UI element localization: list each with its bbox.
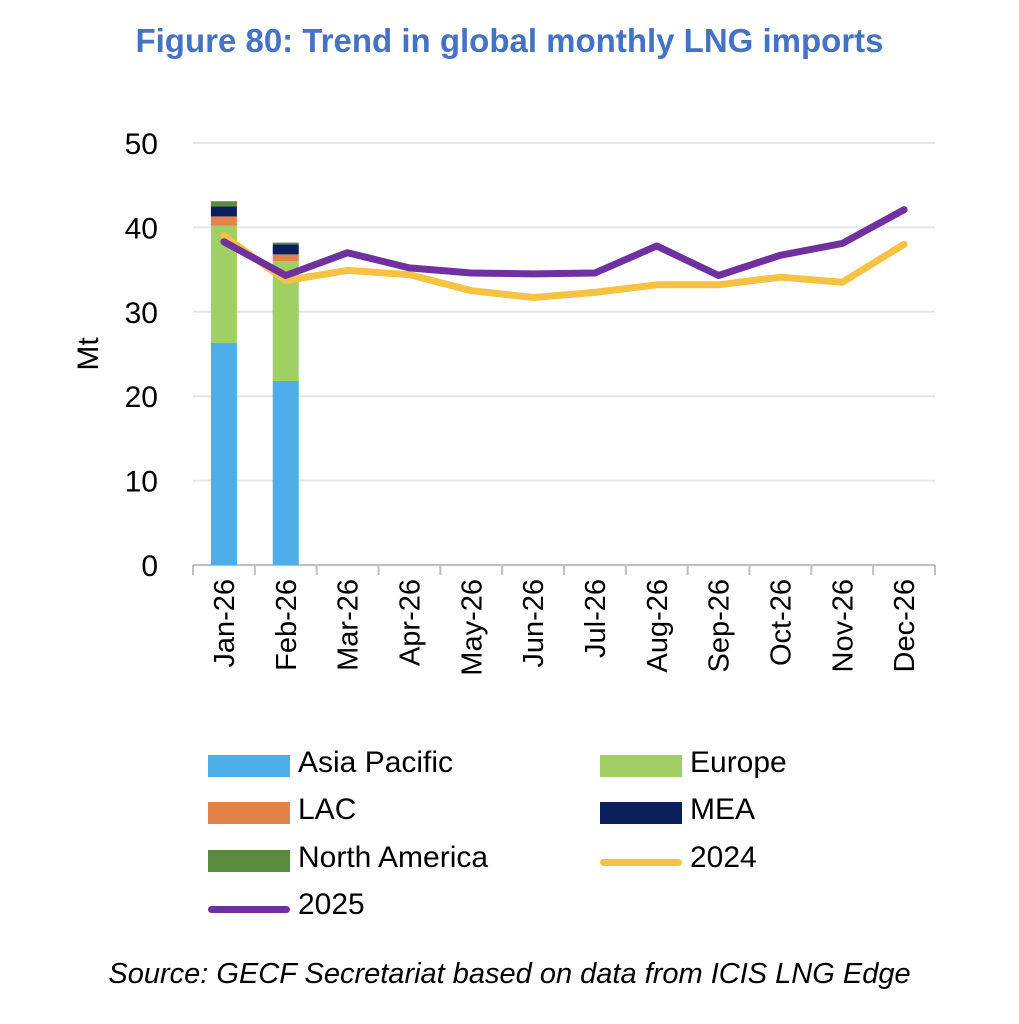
- x-tick-label: Aug-26: [642, 579, 674, 673]
- bar-mea: [210, 206, 237, 217]
- bar-north-america: [210, 201, 237, 207]
- legend-swatch: [208, 755, 290, 777]
- chart-title: Figure 80: Trend in global monthly LNG i…: [135, 22, 884, 59]
- bar-north-america: [272, 242, 299, 245]
- x-tick-label: Dec-26: [889, 579, 921, 673]
- legend-swatch: [208, 906, 290, 913]
- legend-swatch: [600, 755, 682, 777]
- line-2025: [220, 206, 908, 280]
- x-tick-label: Jul-26: [580, 579, 612, 658]
- legend-label: Asia Pacific: [298, 746, 454, 779]
- x-tick-label: Jun-26: [518, 579, 550, 668]
- x-tick-label: Jan-26: [209, 579, 241, 668]
- x-tick-label: Feb-26: [271, 579, 303, 671]
- x-tick-label: Nov-26: [827, 579, 859, 673]
- line-2024: [220, 232, 908, 301]
- legend-label: 2024: [690, 841, 757, 874]
- legend-label: LAC: [298, 793, 357, 826]
- y-tick-label: 0: [141, 550, 158, 583]
- legend-swatch: [208, 850, 290, 872]
- y-tick-label: 30: [125, 297, 158, 330]
- legend-label: North America: [298, 841, 489, 874]
- legend-label: MEA: [690, 793, 756, 826]
- x-tick-label: Oct-26: [765, 579, 797, 666]
- x-tick-label: May-26: [456, 579, 488, 676]
- legend-swatch: [600, 802, 682, 824]
- y-tick-label: 10: [125, 466, 158, 499]
- source-note: Source: GECF Secretariat based on data f…: [108, 958, 911, 990]
- y-tick-label: 50: [125, 128, 158, 161]
- y-tick-label: 40: [125, 212, 158, 245]
- legend-label: Europe: [690, 746, 787, 779]
- bar-mea: [272, 244, 299, 255]
- bar-lac: [210, 216, 237, 226]
- legend-swatch: [600, 859, 682, 866]
- legend-label: 2025: [298, 888, 365, 921]
- bar-lac: [272, 254, 299, 262]
- y-tick-label: 20: [125, 381, 158, 414]
- legend-swatch: [208, 802, 290, 824]
- x-tick-label: Apr-26: [394, 579, 426, 666]
- bar-asia-pacific: [272, 381, 299, 565]
- y-axis-label: Mt: [72, 337, 105, 371]
- x-tick-label: Mar-26: [333, 579, 365, 671]
- bar-asia-pacific: [210, 343, 237, 565]
- x-tick-label: Sep-26: [704, 579, 736, 673]
